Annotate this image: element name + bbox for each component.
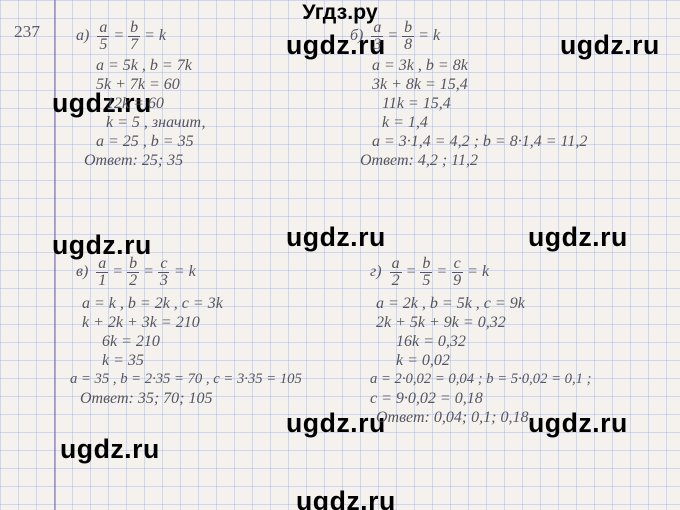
watermark: ugdz.ru	[286, 408, 386, 439]
solution-b-line: 3k + 8k = 15,4	[372, 77, 468, 93]
solution-g-line: 16k = 0,32	[396, 334, 466, 350]
fraction: c 9	[451, 256, 463, 289]
label-b: б)	[350, 27, 363, 44]
fraction: a 5	[97, 20, 109, 53]
solution-a-answer: Ответ: 25; 35	[84, 153, 183, 169]
label-g: г)	[370, 263, 382, 280]
fraction: a 3	[371, 20, 383, 53]
solution-g-answer: Ответ: 0,04; 0,1; 0,18.	[376, 410, 532, 426]
solution-b-line: a = 3·1,4 = 4,2 ; b = 8·1,4 = 11,2	[372, 134, 587, 150]
watermark: ugdz.ru	[560, 30, 660, 61]
watermark: ugdz.ru	[60, 434, 160, 465]
solution-v-header: в) a 1 = b 2 = c 3 = k	[76, 256, 196, 289]
problem-number: 237	[14, 22, 40, 42]
watermark: ugdz.ru	[528, 408, 628, 439]
solution-g-header: г) a 2 = b 5 = c 9 = k	[370, 256, 489, 289]
solution-b-header: б) a 3 = b 8 = k	[350, 20, 440, 53]
solution-v-line: a = k , b = 2k , c = 3k	[82, 296, 223, 312]
solution-g-line: c = 9·0,02 = 0,18	[370, 391, 483, 407]
watermark: ugdz.ru	[286, 222, 386, 253]
solution-g-line: a = 2·0,02 = 0,04 ; b = 5·0,02 = 0,1 ;	[370, 372, 592, 387]
solution-v-line: k + 2k + 3k = 210	[82, 315, 200, 331]
solution-g-line: k = 0,02	[396, 353, 450, 369]
solution-v-line: a = 35 , b = 2·35 = 70 , c = 3·35 = 105	[70, 372, 302, 387]
solution-g-line: a = 2k , b = 5k , c = 9k	[376, 296, 525, 312]
solution-v-line: 6k = 210	[102, 334, 160, 350]
solution-b-line: k = 1,4	[382, 115, 428, 131]
fraction: a 1	[96, 256, 108, 289]
watermark: ugdz.ru	[296, 486, 396, 510]
label-a: а)	[76, 27, 89, 44]
solution-a-line: a = 5k , b = 7k	[96, 58, 192, 74]
solution-b-line: 11k = 15,4	[382, 96, 451, 112]
solution-b-answer: Ответ: 4,2 ; 11,2	[360, 153, 478, 169]
solution-a-line: a = 25 , b = 35	[96, 134, 194, 150]
solution-a-line: 5k + 7k = 60	[96, 77, 180, 93]
solution-a-line: k = 5 , значит,	[106, 115, 205, 131]
fraction: c 3	[158, 256, 170, 289]
fraction: b 5	[420, 256, 432, 289]
solution-a-line: 12k = 60	[106, 96, 164, 112]
solution-v-line: k = 35	[102, 353, 144, 369]
fraction: b 8	[402, 20, 414, 53]
fraction: a 2	[390, 256, 402, 289]
solution-b-line: a = 3k , b = 8k	[372, 58, 468, 74]
fraction: b 2	[127, 256, 139, 289]
solution-g-line: 2k + 5k + 9k = 0,32	[376, 315, 506, 331]
solution-v-answer: Ответ: 35; 70; 105	[80, 391, 212, 407]
label-v: в)	[76, 263, 88, 280]
watermark: ugdz.ru	[528, 222, 628, 253]
fraction: b 7	[128, 20, 140, 53]
solution-a-header: а) a 5 = b 7 = k	[76, 20, 166, 53]
